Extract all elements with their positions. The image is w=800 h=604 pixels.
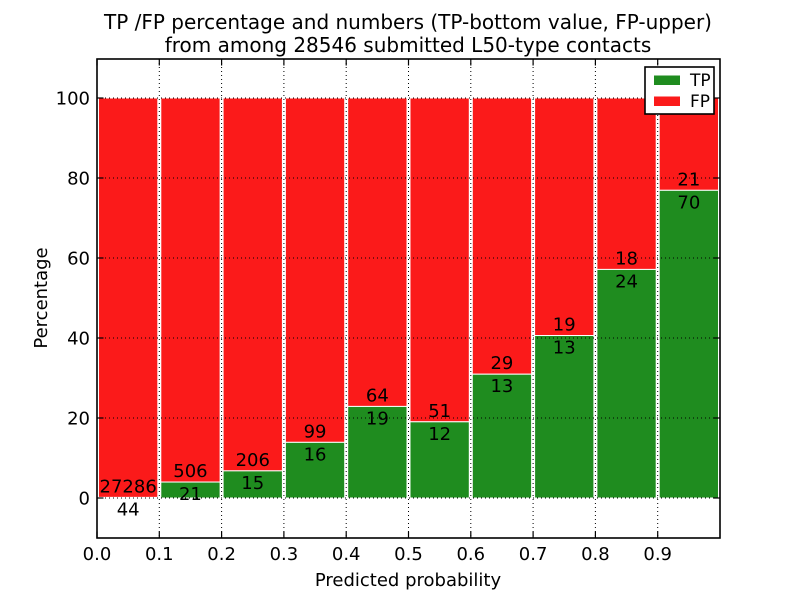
legend-swatch-fp [654, 96, 680, 106]
x-tick-label: 0.0 [83, 544, 112, 565]
fp-count-label: 99 [304, 421, 327, 442]
x-tick-label: 0.5 [394, 544, 423, 565]
y-tick-label: 0 [79, 489, 90, 510]
y-tick-label: 100 [56, 89, 90, 110]
tp-count-label: 13 [490, 376, 513, 397]
fp-count-label: 29 [490, 353, 513, 374]
fp-bar-segment [284, 97, 346, 443]
y-tick-label: 40 [67, 329, 90, 350]
tp-bar-segment [284, 441, 346, 499]
x-tick-label: 0.9 [643, 544, 672, 565]
legend-label-fp: FP [690, 92, 710, 112]
tp-bar-segment [658, 189, 720, 499]
chart-title-line1: TP /FP percentage and numbers (TP-bottom… [103, 10, 712, 34]
legend: TP FP [644, 66, 715, 115]
fp-count-label: 506 [173, 461, 207, 482]
y-axis-label: Percentage [31, 247, 52, 348]
tp-count-label: 19 [366, 408, 389, 429]
tp-count-label: 12 [428, 424, 451, 445]
x-tick-label: 0.1 [145, 544, 174, 565]
legend-box [644, 66, 715, 115]
fp-count-label: 21 [677, 169, 700, 190]
ticks-layer [96, 59, 720, 538]
tp-bar-segment [160, 481, 221, 499]
tp-bar-segment [534, 335, 595, 499]
tp-count-label: 24 [615, 271, 638, 292]
fp-count-label: 64 [366, 385, 389, 406]
fp-count-label: 27286 [100, 476, 157, 497]
fp-bar-segment [471, 97, 533, 375]
fp-count-label: 19 [553, 315, 576, 336]
tp-count-label: 21 [179, 484, 202, 505]
x-tick-label: 0.3 [270, 544, 299, 565]
tp-bar-segment [596, 268, 657, 499]
x-tick-label: 0.4 [332, 544, 361, 565]
chart-title-line2: from among 28546 submitted L50-type cont… [165, 33, 652, 57]
fp-bar-segment [596, 97, 657, 270]
x-tick-label: 0.8 [581, 544, 610, 565]
tp-count-label: 16 [304, 444, 327, 465]
tp-count-label: 44 [117, 499, 140, 520]
legend-label-tp: TP [689, 71, 711, 91]
legend-swatch-tp [654, 75, 680, 85]
fp-bar-segment [409, 97, 470, 423]
tp-count-label: 13 [553, 338, 576, 359]
tp-bar-segment [471, 373, 533, 499]
tp-count-label: 15 [241, 473, 264, 494]
tp-bar-segment [409, 421, 470, 499]
x-tick-label: 0.2 [207, 544, 236, 565]
fp-bar-segment [98, 97, 159, 498]
y-tick-label: 20 [67, 409, 90, 430]
x-tick-label: 0.6 [456, 544, 485, 565]
x-axis-label: Predicted probability [315, 570, 502, 591]
tp-bar-segment [347, 405, 408, 499]
tick-labels-layer: 0.0 0.1 0.2 0.3 0.4 0.5 0.6 0.7 0.8 0.9 0 20 40 60 80 1… [56, 89, 672, 566]
x-tick-label: 0.7 [519, 544, 548, 565]
tp-bar-segment [222, 470, 283, 499]
bars-layer [98, 97, 720, 499]
fp-bar-segment [222, 97, 283, 472]
fp-count-label: 18 [615, 248, 638, 269]
y-tick-label: 60 [67, 249, 90, 270]
fp-bar-segment [160, 97, 221, 483]
y-tick-label: 80 [67, 169, 90, 190]
tp-count-label: 70 [677, 192, 700, 213]
fp-count-label: 206 [236, 450, 270, 471]
fp-bar-segment [347, 97, 408, 407]
fp-bar-segment [534, 97, 595, 336]
fp-count-label: 51 [428, 401, 451, 422]
